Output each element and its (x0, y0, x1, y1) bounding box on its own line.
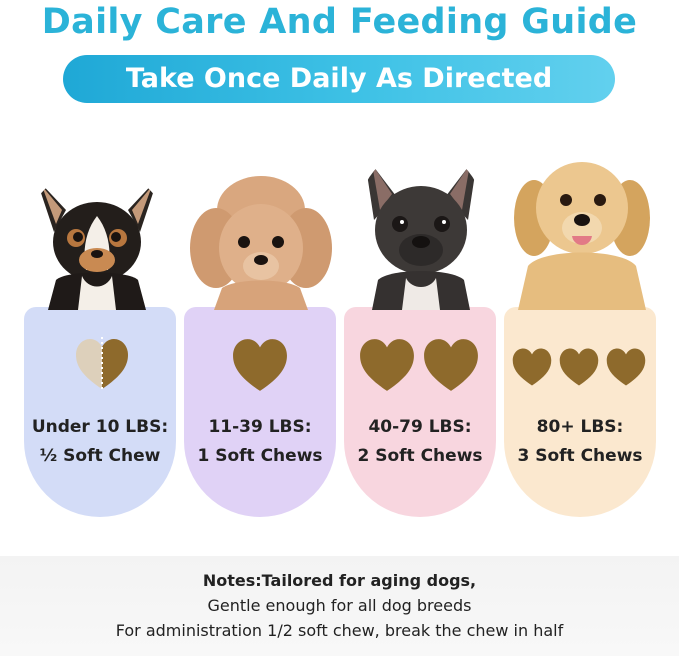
chew-icon (233, 339, 287, 391)
chew-icon (424, 339, 478, 391)
chihuahua-image (26, 170, 168, 310)
dosage-card-40-79: 40-79 LBS: 2 Soft Chews (344, 307, 496, 517)
chew-icon (512, 348, 552, 386)
chew-icon (559, 348, 599, 386)
dose-label: 1 Soft Chews (197, 446, 323, 466)
dosage-card-11-39: 11-39 LBS: 1 Soft Chews (184, 307, 336, 517)
notes-section (0, 556, 679, 656)
weight-label: 80+ LBS: (536, 417, 624, 437)
half-chew-icon (76, 337, 128, 391)
dosage-card-80-plus: 80+ LBS: 3 Soft Chews (504, 307, 656, 517)
dose-label: ½ Soft Chew (39, 446, 161, 466)
chew-icon (360, 339, 414, 391)
chew-icon (606, 348, 646, 386)
notes-line-breeds: Gentle enough for all dog breeds (207, 596, 472, 615)
dosage-card-under-10: Under 10 LBS: ½ Soft Chew (24, 307, 176, 517)
directions-banner: Take Once Daily As Directed (63, 55, 615, 103)
dose-label: 2 Soft Chews (357, 446, 483, 466)
notes-line-administration: For administration 1/2 soft chew, break … (115, 621, 564, 640)
french-bulldog-image (356, 150, 486, 310)
weight-label: 11-39 LBS: (208, 417, 312, 437)
page-title: Daily Care And Feeding Guide (41, 2, 638, 42)
weight-label: Under 10 LBS: (31, 417, 169, 437)
golden-retriever-image (508, 148, 656, 310)
dose-label: 3 Soft Chews (517, 446, 643, 466)
notes-heading: Notes:Tailored for aging dogs, (202, 571, 477, 590)
weight-label: 40-79 LBS: (368, 417, 472, 437)
poodle-image (186, 170, 336, 310)
